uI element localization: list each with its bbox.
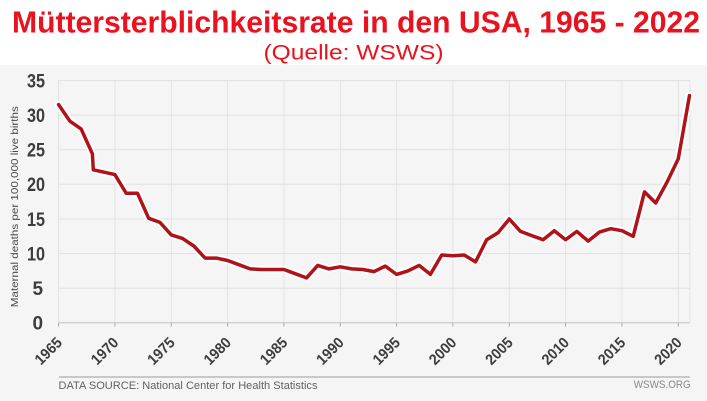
svg-text:5: 5 (33, 279, 44, 300)
svg-text:30: 30 (27, 106, 45, 127)
svg-text:Müttersterblichkeitsrate in de: Müttersterblichkeitsrate in den USA, 196… (12, 5, 700, 39)
svg-text:WSWS.ORG: WSWS.ORG (634, 379, 691, 391)
svg-text:20: 20 (27, 175, 45, 196)
svg-text:35: 35 (27, 71, 45, 92)
svg-text:(Quelle: WSWS): (Quelle: WSWS) (264, 41, 444, 64)
svg-text:0: 0 (33, 314, 44, 335)
svg-text:Maternal deaths per 100,000 li: Maternal deaths per 100,000 live births (9, 106, 21, 307)
svg-text:DATA SOURCE: National Center f: DATA SOURCE: National Center for Health … (59, 380, 318, 392)
svg-text:10: 10 (27, 244, 45, 265)
svg-text:25: 25 (27, 141, 45, 162)
svg-text:15: 15 (27, 210, 45, 231)
